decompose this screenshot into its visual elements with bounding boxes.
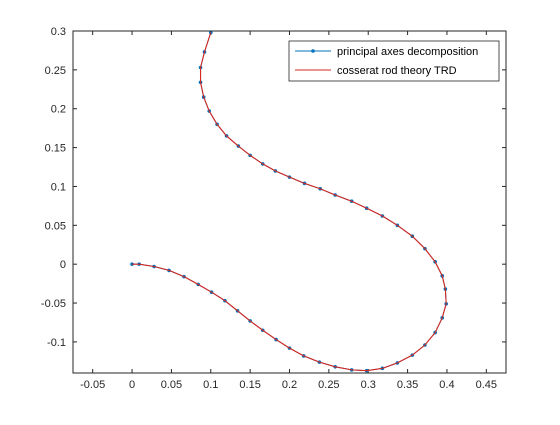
x-tick-label: 0.25	[318, 379, 339, 391]
x-tick-label: 0	[129, 379, 135, 391]
x-tick-label: 0.4	[439, 379, 454, 391]
x-tick-label: -0.05	[80, 379, 105, 391]
x-tick-label: 0.2	[282, 379, 297, 391]
y-tick-label: 0.15	[45, 143, 66, 155]
y-tick-label: 0.25	[45, 65, 66, 77]
x-tick-label: 0.15	[239, 379, 260, 391]
legend-label-cosserat: cosserat rod theory TRD	[337, 65, 457, 77]
y-tick-label: 0	[60, 259, 66, 271]
y-tick-labels: -0.1 -0.05 0 0.05 0.1 0.15 0.2 0.25 0.3	[41, 26, 66, 349]
x-tick-label: 0.1	[203, 379, 218, 391]
x-tick-label: 0.05	[161, 379, 182, 391]
y-tick-label: -0.05	[41, 298, 66, 310]
legend-label-principal-axes: principal axes decomposition	[337, 46, 478, 58]
y-tick-label: 0.2	[51, 104, 66, 116]
data-point-principal-axes	[130, 262, 134, 266]
y-tick-label: -0.1	[47, 337, 66, 349]
series-layer	[130, 30, 448, 373]
axes-box	[72, 30, 507, 374]
x-tick-label: 0.3	[361, 379, 376, 391]
legend-swatch-marker-principal-axes	[311, 49, 315, 53]
x-tick-label: 0.35	[397, 379, 418, 391]
series-line-cosserat	[132, 32, 447, 372]
plot-area	[73, 31, 506, 373]
x-tick-labels: -0.05 0 0.05 0.1 0.15 0.2 0.25 0.3 0.35 0.4 0.45	[80, 379, 497, 391]
y-tick-label: 0.05	[45, 220, 66, 232]
legend-box	[288, 40, 500, 82]
x-tick-label: 0.45	[476, 379, 497, 391]
y-tick-label: 0.3	[51, 26, 66, 38]
y-tick-label: 0.1	[51, 181, 66, 193]
legend: principal axes decomposition cosserat ro…	[288, 40, 500, 82]
